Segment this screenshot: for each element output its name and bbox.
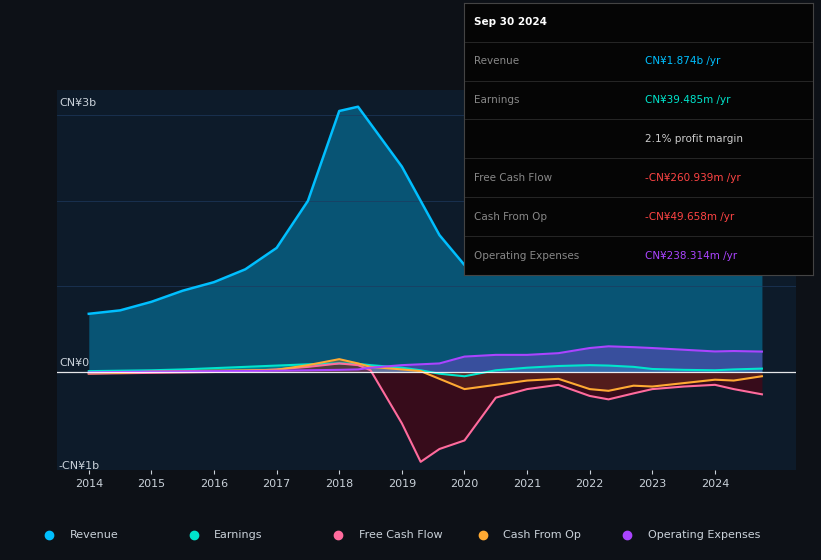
Text: Operating Expenses: Operating Expenses	[648, 530, 760, 540]
Text: CN¥3b: CN¥3b	[59, 97, 96, 108]
Text: CN¥39.485m /yr: CN¥39.485m /yr	[645, 95, 731, 105]
Text: CN¥0: CN¥0	[59, 358, 89, 368]
Text: Earnings: Earnings	[214, 530, 263, 540]
Text: Operating Expenses: Operating Expenses	[475, 250, 580, 260]
Text: Revenue: Revenue	[475, 56, 520, 66]
Text: Cash From Op: Cash From Op	[503, 530, 581, 540]
Text: CN¥1.874b /yr: CN¥1.874b /yr	[645, 56, 721, 66]
Text: Sep 30 2024: Sep 30 2024	[475, 17, 548, 27]
Text: -CN¥49.658m /yr: -CN¥49.658m /yr	[645, 212, 735, 222]
Text: Earnings: Earnings	[475, 95, 520, 105]
Text: -CN¥260.939m /yr: -CN¥260.939m /yr	[645, 173, 741, 183]
Text: -CN¥1b: -CN¥1b	[59, 461, 100, 472]
Text: CN¥238.314m /yr: CN¥238.314m /yr	[645, 250, 737, 260]
Text: Free Cash Flow: Free Cash Flow	[475, 173, 553, 183]
Text: Revenue: Revenue	[70, 530, 118, 540]
Text: Cash From Op: Cash From Op	[475, 212, 548, 222]
Text: Free Cash Flow: Free Cash Flow	[359, 530, 443, 540]
Text: 2.1% profit margin: 2.1% profit margin	[645, 134, 743, 144]
